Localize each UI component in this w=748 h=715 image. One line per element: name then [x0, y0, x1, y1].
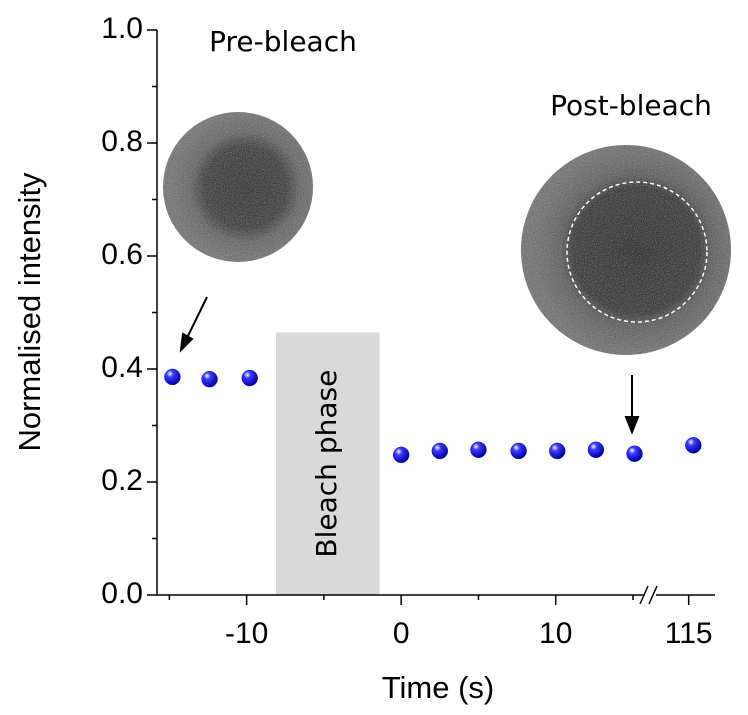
y-tick-label: 0.4: [101, 351, 143, 384]
post-bleach-texture: [521, 145, 731, 355]
x-tick-label: 0: [393, 617, 410, 650]
bleach-band: [276, 332, 380, 595]
data-point: [241, 369, 258, 387]
y-tick-label: 0.6: [101, 238, 143, 271]
data-point: [549, 442, 566, 460]
y-axis-title: Normalised intensity: [12, 172, 47, 452]
data-point: [685, 437, 702, 454]
data-point: [164, 368, 181, 386]
bleach-band-label: Bleach phase: [310, 370, 343, 558]
x-tick-label: 10: [539, 617, 572, 650]
y-tick-label: 0.2: [101, 464, 143, 497]
x-tick-label: 115: [665, 617, 713, 650]
arrows: [179, 296, 640, 435]
data-point: [470, 441, 487, 459]
pre-bleach-texture: [163, 112, 313, 262]
data-point: [392, 446, 410, 464]
y-tick-label: 0.8: [101, 125, 143, 158]
y-tick-label: 1.0: [101, 12, 143, 45]
x-tick-label: -10: [225, 617, 268, 650]
pre-bleach-label: Pre-bleach: [209, 25, 357, 58]
y-tick-label: 0.0: [101, 577, 143, 610]
x-axis-title: Time (s): [382, 670, 495, 705]
post-bleach-label: Post-bleach: [550, 89, 712, 122]
data-point: [587, 441, 605, 459]
data-point: [201, 370, 218, 388]
roi-circle: [566, 181, 708, 323]
data-point: [626, 445, 643, 462]
data-point: [431, 442, 449, 460]
data-point: [510, 442, 527, 460]
